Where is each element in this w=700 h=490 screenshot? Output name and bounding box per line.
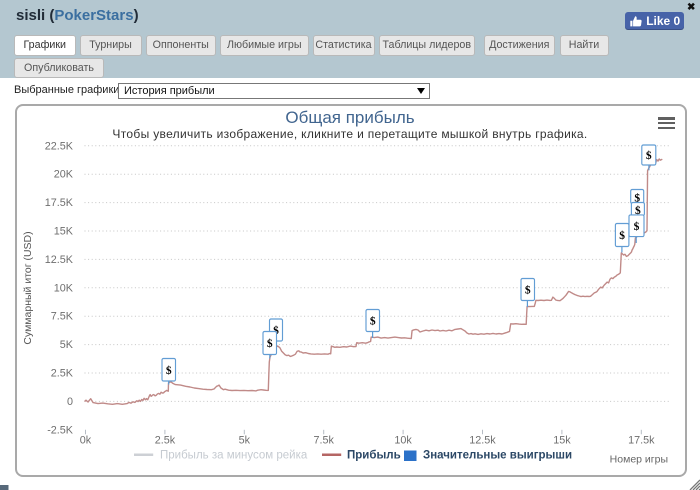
svg-text:7.5K: 7.5K: [51, 311, 74, 323]
svg-text:12.5K: 12.5K: [45, 254, 74, 266]
svg-text:$: $: [267, 337, 273, 350]
svg-text:$: $: [635, 204, 641, 217]
svg-text:17.5k: 17.5k: [628, 435, 655, 447]
svg-text:20K: 20K: [54, 169, 74, 181]
svg-text:$: $: [525, 284, 531, 297]
svg-text:2.5k: 2.5k: [155, 435, 176, 447]
svg-text:$: $: [634, 192, 640, 205]
svg-text:10K: 10K: [54, 282, 74, 294]
svg-text:10k: 10k: [394, 435, 412, 447]
svg-text:5K: 5K: [60, 339, 74, 351]
svg-text:Суммарный итог (USD): Суммарный итог (USD): [22, 231, 34, 344]
svg-text:2.5K: 2.5K: [51, 368, 74, 380]
svg-text:$: $: [634, 220, 640, 233]
svg-text:$: $: [646, 149, 652, 162]
svg-text:$: $: [370, 315, 376, 328]
svg-text:$: $: [619, 229, 625, 242]
svg-text:15k: 15k: [553, 435, 571, 447]
svg-text:17.5K: 17.5K: [45, 197, 74, 209]
svg-text:$: $: [166, 364, 172, 377]
svg-text:15K: 15K: [54, 226, 74, 238]
svg-text:22.5K: 22.5K: [45, 140, 74, 152]
svg-text:7.5k: 7.5k: [313, 435, 334, 447]
svg-text:Номер игры: Номер игры: [610, 454, 668, 466]
svg-text:0k: 0k: [80, 435, 92, 447]
svg-text:0: 0: [67, 396, 73, 408]
svg-text:-2.5K: -2.5K: [47, 424, 74, 436]
svg-text:5k: 5k: [239, 435, 251, 447]
svg-text:Прибыль за минусом рейка: Прибыль за минусом рейка: [160, 450, 308, 462]
svg-text:Значительные выигрыши: Значительные выигрыши: [423, 450, 572, 462]
svg-text:$: $: [273, 324, 279, 337]
svg-text:12.5k: 12.5k: [469, 435, 496, 447]
svg-text:Прибыль: Прибыль: [347, 450, 401, 462]
